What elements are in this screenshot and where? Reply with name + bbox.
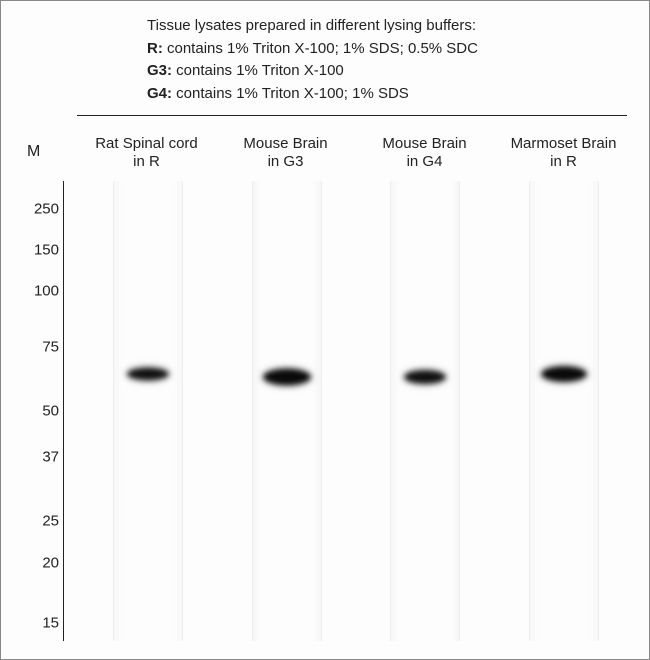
lane-labels-row: Rat Spinal cord in R Mouse Brain in G3 M… bbox=[77, 135, 633, 171]
lane-strip bbox=[529, 181, 599, 641]
buffer-line-r: R: contains 1% Triton X-100; 1% SDS; 0.5… bbox=[147, 38, 633, 61]
marker-tick: 75 bbox=[21, 338, 59, 355]
buffer-desc: contains 1% Triton X-100 bbox=[172, 62, 344, 79]
lane-col bbox=[79, 181, 218, 641]
blot-area: 250150100755037252015 bbox=[63, 181, 633, 641]
lane-label-line1: Mouse Brain bbox=[355, 135, 494, 153]
lane-label: Mouse Brain in G3 bbox=[216, 135, 355, 171]
marker-tick: 100 bbox=[21, 283, 59, 300]
marker-axis bbox=[63, 181, 64, 641]
lane-label-line2: in R bbox=[494, 153, 633, 171]
blot-band bbox=[541, 366, 587, 382]
lane-label-line1: Mouse Brain bbox=[216, 135, 355, 153]
lane-col bbox=[356, 181, 495, 641]
marker-tick: 15 bbox=[21, 614, 59, 631]
blot-band bbox=[404, 370, 446, 384]
buffer-code: G4: bbox=[147, 85, 172, 102]
lane-label-line2: in G4 bbox=[355, 153, 494, 171]
marker-tick: 37 bbox=[21, 449, 59, 466]
lanes bbox=[79, 181, 633, 641]
marker-tick: 250 bbox=[21, 200, 59, 217]
header-rule bbox=[77, 115, 627, 116]
lane-label-line2: in R bbox=[77, 153, 216, 171]
header-title: Tissue lysates prepared in different lys… bbox=[147, 15, 633, 38]
lane-col bbox=[495, 181, 634, 641]
lane-label: Marmoset Brain in R bbox=[494, 135, 633, 171]
lane-col bbox=[218, 181, 357, 641]
lane-strip bbox=[113, 181, 183, 641]
lane-strip bbox=[252, 181, 322, 641]
blot-figure: Tissue lysates prepared in different lys… bbox=[0, 0, 650, 660]
lane-label: Rat Spinal cord in R bbox=[77, 135, 216, 171]
marker-tick: 25 bbox=[21, 513, 59, 530]
buffer-code: G3: bbox=[147, 62, 172, 79]
lane-label: Mouse Brain in G4 bbox=[355, 135, 494, 171]
lane-label-line1: Rat Spinal cord bbox=[77, 135, 216, 153]
buffer-desc: contains 1% Triton X-100; 1% SDS bbox=[172, 85, 409, 102]
buffer-line-g3: G3: contains 1% Triton X-100 bbox=[147, 60, 633, 83]
buffer-desc: contains 1% Triton X-100; 1% SDS; 0.5% S… bbox=[163, 40, 478, 57]
lane-strip bbox=[390, 181, 460, 641]
buffer-line-g4: G4: contains 1% Triton X-100; 1% SDS bbox=[147, 83, 633, 106]
marker-tick: 20 bbox=[21, 554, 59, 571]
buffer-code: R: bbox=[147, 40, 163, 57]
marker-header: M bbox=[27, 143, 40, 161]
lane-label-line1: Marmoset Brain bbox=[494, 135, 633, 153]
lane-label-line2: in G3 bbox=[216, 153, 355, 171]
header-block: Tissue lysates prepared in different lys… bbox=[147, 15, 633, 105]
marker-tick: 50 bbox=[21, 403, 59, 420]
marker-tick: 150 bbox=[21, 242, 59, 259]
blot-band bbox=[127, 368, 169, 381]
blot-band bbox=[263, 368, 311, 385]
